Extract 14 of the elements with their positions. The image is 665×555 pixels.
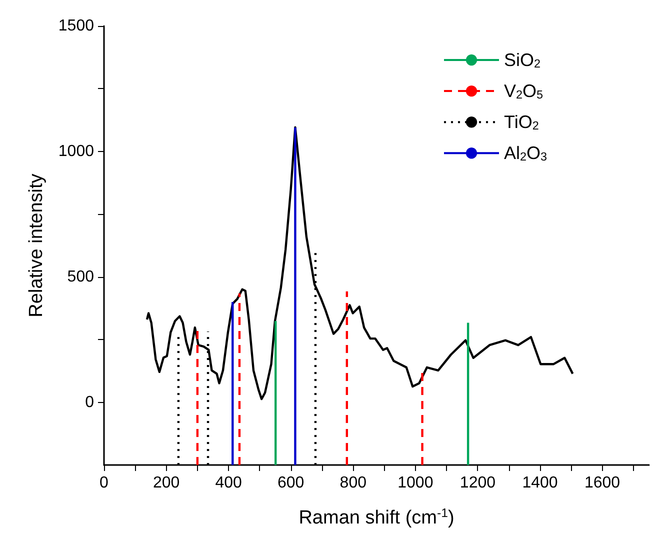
x-tick-label: 0 xyxy=(100,474,109,492)
y-tick-label: 500 xyxy=(67,268,94,286)
x-tick-label: 400 xyxy=(215,474,242,492)
y-tick-label: 1500 xyxy=(58,18,94,34)
x-tick-label: 1000 xyxy=(398,474,434,492)
x-tick-label: 600 xyxy=(278,474,304,492)
x-tick-label: 1600 xyxy=(584,474,620,492)
y-tick-label: 0 xyxy=(85,394,94,411)
y-axis-title: Relative intensity xyxy=(26,173,47,318)
x-tick-label: 800 xyxy=(340,474,367,492)
x-tick-label: 1200 xyxy=(460,474,496,492)
y-tick-label: 1000 xyxy=(58,142,94,160)
x-tick-label: 1400 xyxy=(522,474,558,492)
x-tick-label: 200 xyxy=(152,474,180,492)
